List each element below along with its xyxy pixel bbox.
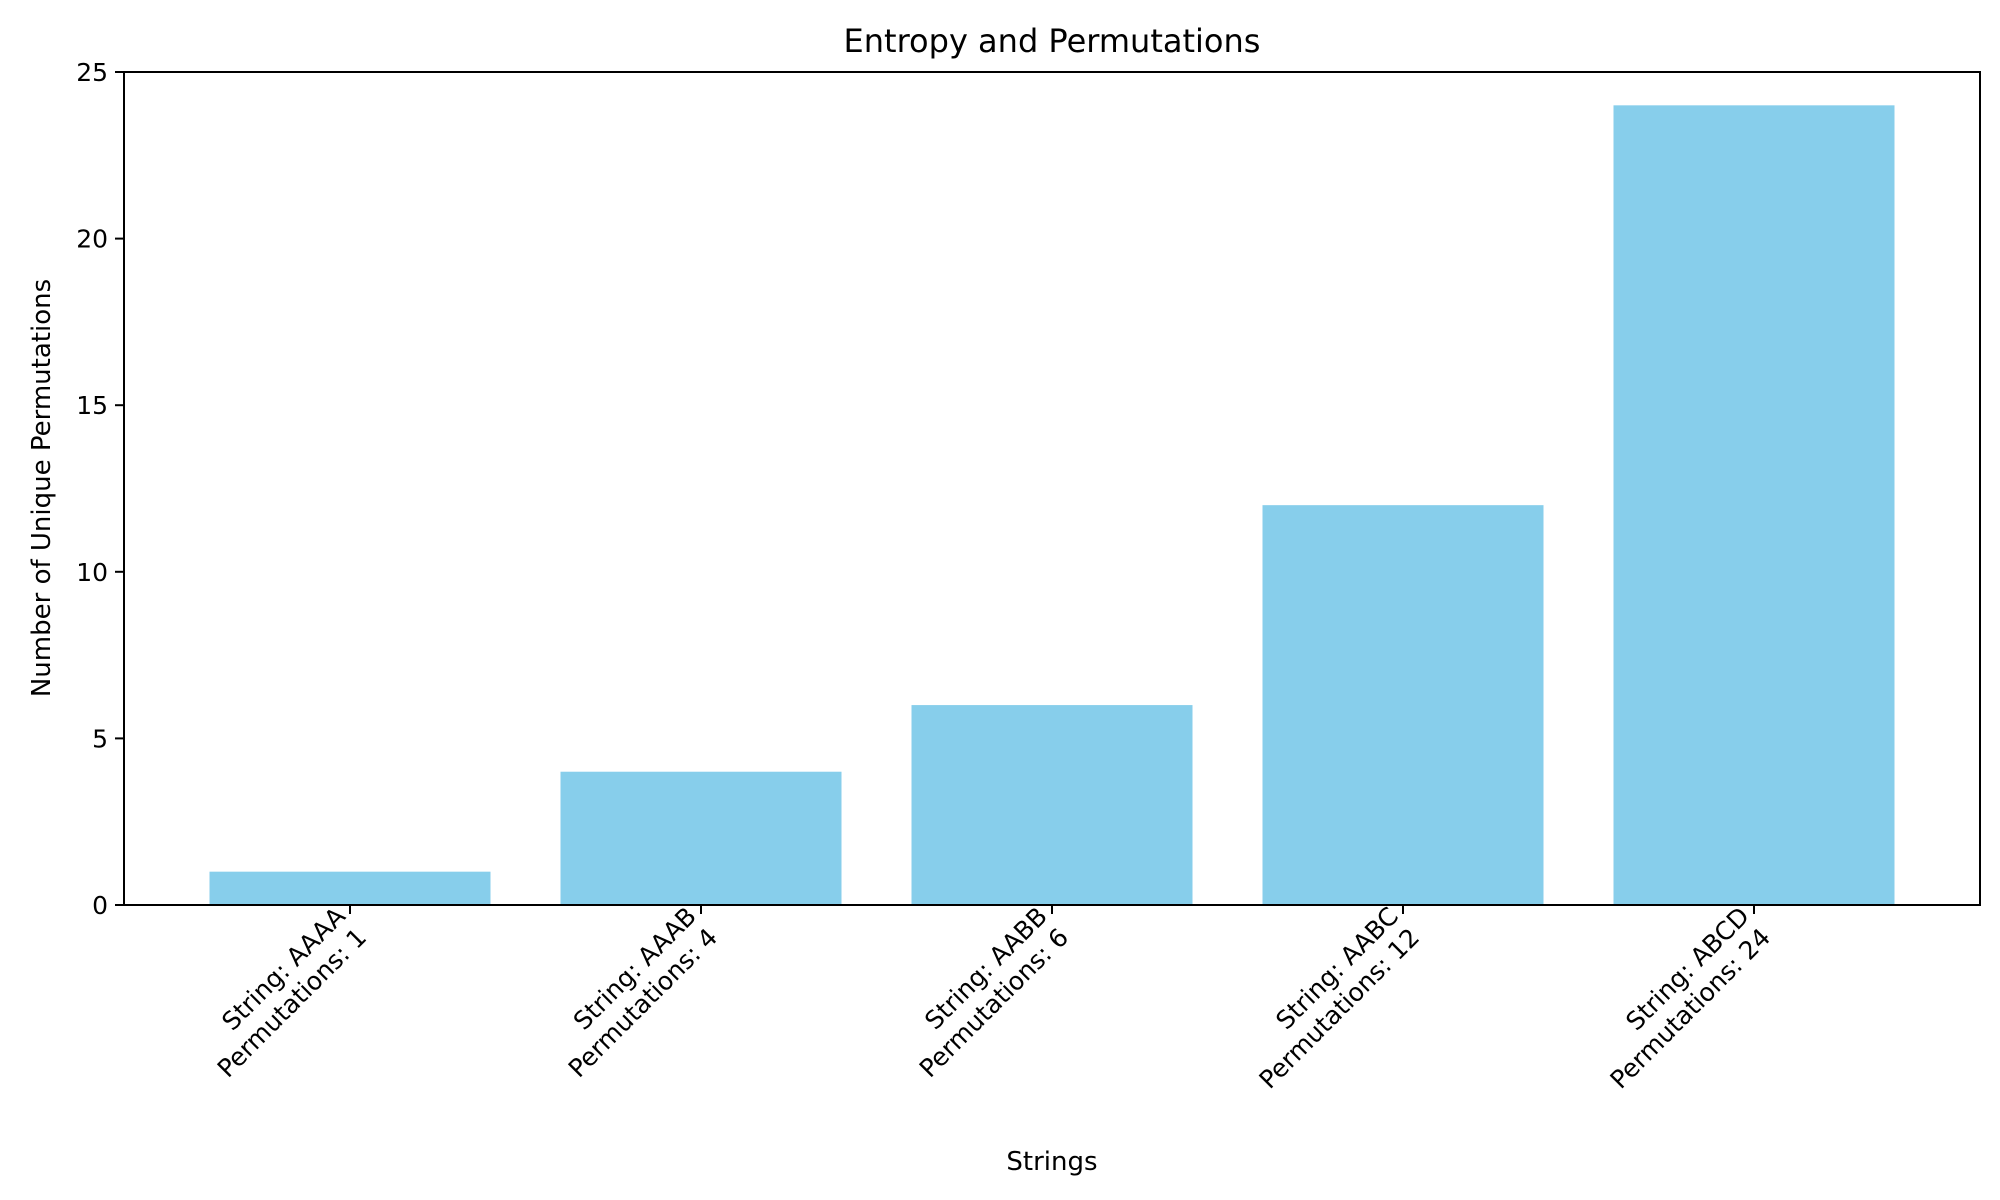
y-tick-label-1: 5 <box>92 724 108 753</box>
chart-title: Entropy and Permutations <box>844 22 1261 60</box>
bar-2 <box>560 771 842 905</box>
y-tick-label-2: 10 <box>76 558 108 587</box>
bar-3 <box>911 705 1193 905</box>
x-axis-label: Strings <box>1006 1147 1097 1177</box>
y-tick-label-0: 0 <box>92 891 108 920</box>
y-tick-label-3: 15 <box>76 391 108 420</box>
bar-1 <box>209 871 491 905</box>
bar-4 <box>1262 505 1544 905</box>
y-tick-label-5: 25 <box>76 58 108 87</box>
y-tick-label-4: 20 <box>76 225 108 254</box>
bar-5 <box>1613 105 1895 905</box>
y-axis-label: Number of Unique Permutations <box>27 279 57 697</box>
